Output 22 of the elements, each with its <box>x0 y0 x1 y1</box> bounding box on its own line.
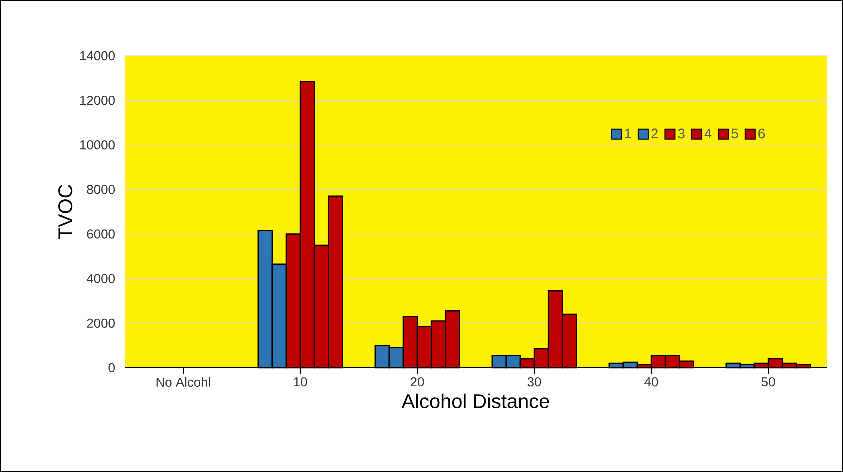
y-tick-label: 4000 <box>86 274 115 284</box>
y-tick-label: 6000 <box>87 230 115 239</box>
legend-label: 4 <box>704 128 712 138</box>
y-tick-label: 0 <box>108 363 115 373</box>
legend-label: 6 <box>758 128 766 139</box>
x-tick-label: 40 <box>644 378 658 387</box>
legend-label: 5 <box>732 128 738 139</box>
x-tick-label: 10 <box>294 378 308 387</box>
y-tick-label: 10000 <box>80 140 115 150</box>
y-tick-label: 14000 <box>80 51 115 61</box>
legend-label: 1 <box>625 128 632 138</box>
x-tick-label: 50 <box>762 378 776 387</box>
x-tick-label: 20 <box>410 378 424 387</box>
legend-label: 2 <box>652 128 658 139</box>
y-axis-title: TVOC <box>58 185 73 240</box>
x-tick-label: No Alcohl <box>156 378 210 388</box>
y-tick-label: 2000 <box>87 318 115 328</box>
x-axis-title: Alcohol Distance <box>402 394 550 408</box>
y-tick-label: 8000 <box>87 185 115 194</box>
legend-label: 3 <box>678 128 685 139</box>
x-tick-label: 30 <box>528 378 542 387</box>
y-tick-label: 12000 <box>80 96 115 106</box>
